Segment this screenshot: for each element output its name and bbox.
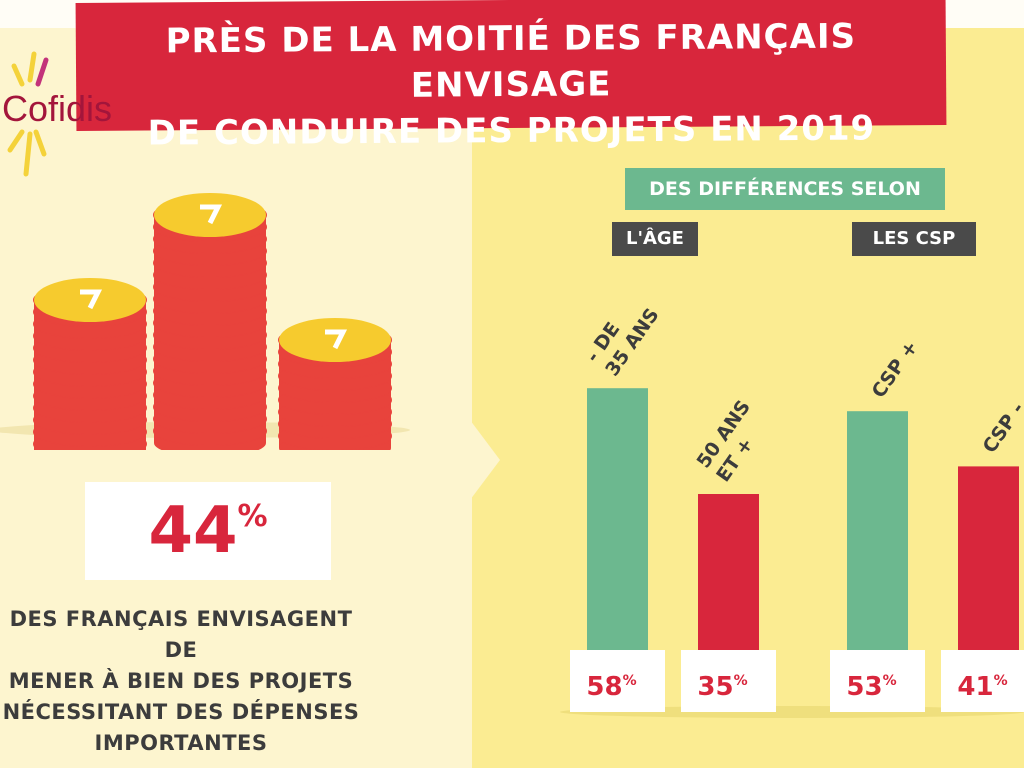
coin-symbol-icon: [325, 329, 348, 350]
value-unit: %: [734, 673, 748, 689]
value-unit: %: [883, 673, 897, 689]
bar-2: [847, 411, 908, 660]
value-number: 35: [697, 672, 733, 702]
bar-value-label: 53%: [846, 672, 896, 702]
cofidis-logo: Cofidis: [0, 50, 150, 180]
desc-line: IMPORTANTES: [94, 731, 268, 755]
desc-line: DES FRANÇAIS ENVISAGENT DE: [9, 607, 353, 662]
label-line: CSP -: [979, 398, 1024, 457]
label-line: CSP +: [868, 337, 923, 402]
bar-value-label: 35%: [697, 672, 747, 702]
value-box: [830, 650, 925, 712]
headline-percent: 44%: [148, 494, 267, 568]
bar-value-label: 41%: [957, 672, 1007, 702]
coin-top: [34, 278, 146, 322]
sunburst-icon: [7, 51, 49, 177]
value-unit: %: [623, 673, 637, 689]
value-unit: %: [994, 673, 1008, 689]
coin-stacks-illustration: [0, 193, 410, 450]
coin-symbol-icon: [80, 289, 103, 310]
bar-category-label: - DE35 ANS: [582, 290, 664, 380]
bar-3: [958, 466, 1019, 660]
coin-top: [279, 318, 391, 362]
coin-stack: [278, 318, 392, 450]
headline-value: 44: [148, 494, 238, 568]
value-box: [570, 650, 665, 712]
chart-title: DES DIFFÉRENCES SELON: [625, 168, 945, 210]
desc-line: MENER À BIEN DES PROJETS: [8, 669, 354, 693]
bar-0: [587, 388, 648, 660]
desc-line: NÉCESSITANT DES DÉPENSES: [2, 700, 360, 724]
value-number: 41: [957, 672, 993, 702]
value-number: 58: [586, 672, 622, 702]
coin-symbol-icon: [200, 204, 223, 225]
group-label-csp: LES CSP: [852, 222, 976, 256]
bar-category-label: CSP -: [979, 398, 1024, 457]
value-box: [681, 650, 776, 712]
bar-category-label: CSP +: [868, 337, 923, 402]
headline-percent-box: 44%: [85, 482, 331, 580]
arrow-divider: [470, 420, 500, 500]
coin-stack: [153, 193, 267, 450]
logo-text: Cofidis: [2, 88, 113, 129]
coin-stack: [33, 278, 147, 450]
bar-1: [698, 494, 759, 660]
group-label-age: L'ÂGE: [612, 222, 698, 256]
value-number: 53: [846, 672, 882, 702]
bar-value-label: 58%: [586, 672, 636, 702]
headline-unit: %: [237, 499, 268, 534]
headline-description: DES FRANÇAIS ENVISAGENT DE MENER À BIEN …: [0, 604, 362, 759]
bar-category-label: 50 ANSET +: [693, 396, 775, 486]
coin-top: [154, 193, 266, 237]
value-box: [941, 650, 1024, 712]
